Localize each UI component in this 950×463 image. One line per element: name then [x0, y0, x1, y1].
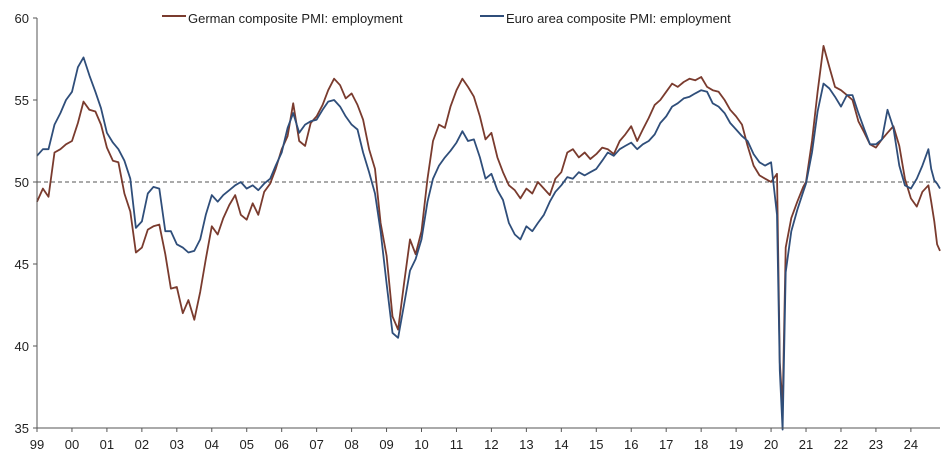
- x-tick-label: 10: [414, 437, 428, 452]
- x-tick-label: 07: [309, 437, 323, 452]
- x-axis: 99 00 01 02 03 04 05 06 07 08 09 10 11 12 13 14 15 16 17 18…: [30, 428, 918, 452]
- y-tick-label: 50: [15, 175, 29, 190]
- x-tick-label: 16: [624, 437, 638, 452]
- y-tick-label: 60: [15, 11, 29, 26]
- x-tick-label: 14: [554, 437, 568, 452]
- x-tick-label: 19: [729, 437, 743, 452]
- y-tick-label: 35: [15, 421, 29, 436]
- x-tick-label: 09: [379, 437, 393, 452]
- x-tick-label: 05: [239, 437, 253, 452]
- x-tick-label: 15: [589, 437, 603, 452]
- x-tick-label: 99: [30, 437, 44, 452]
- x-tick-label: 22: [834, 437, 848, 452]
- x-tick-label: 21: [799, 437, 813, 452]
- legend: German composite PMI: employment Euro are…: [162, 11, 731, 26]
- x-tick-label: 04: [205, 437, 219, 452]
- x-tick-label: 17: [659, 437, 673, 452]
- series-line-german: [36, 45, 941, 410]
- x-tick-label: 11: [450, 437, 464, 452]
- x-tick-label: 20: [764, 437, 778, 452]
- x-tick-label: 03: [170, 437, 184, 452]
- y-tick-label: 40: [15, 339, 29, 354]
- legend-label: Euro area composite PMI: employment: [506, 11, 731, 26]
- x-tick-label: 18: [694, 437, 708, 452]
- y-tick-label: 55: [15, 93, 29, 108]
- x-tick-label: 06: [274, 437, 288, 452]
- x-tick-label: 24: [904, 437, 918, 452]
- legend-label: German composite PMI: employment: [188, 11, 403, 26]
- x-tick-label: 02: [135, 437, 149, 452]
- x-tick-label: 08: [344, 437, 358, 452]
- x-tick-label: 23: [869, 437, 883, 452]
- x-tick-label: 12: [484, 437, 498, 452]
- y-axis: 35 40 45 50 55 60: [15, 11, 37, 436]
- x-tick-label: 13: [519, 437, 533, 452]
- y-tick-label: 45: [15, 257, 29, 272]
- series-layer: [36, 45, 941, 431]
- x-tick-label: 00: [65, 437, 79, 452]
- x-tick-label: 01: [100, 437, 114, 452]
- series-line-euro-area: [36, 56, 941, 431]
